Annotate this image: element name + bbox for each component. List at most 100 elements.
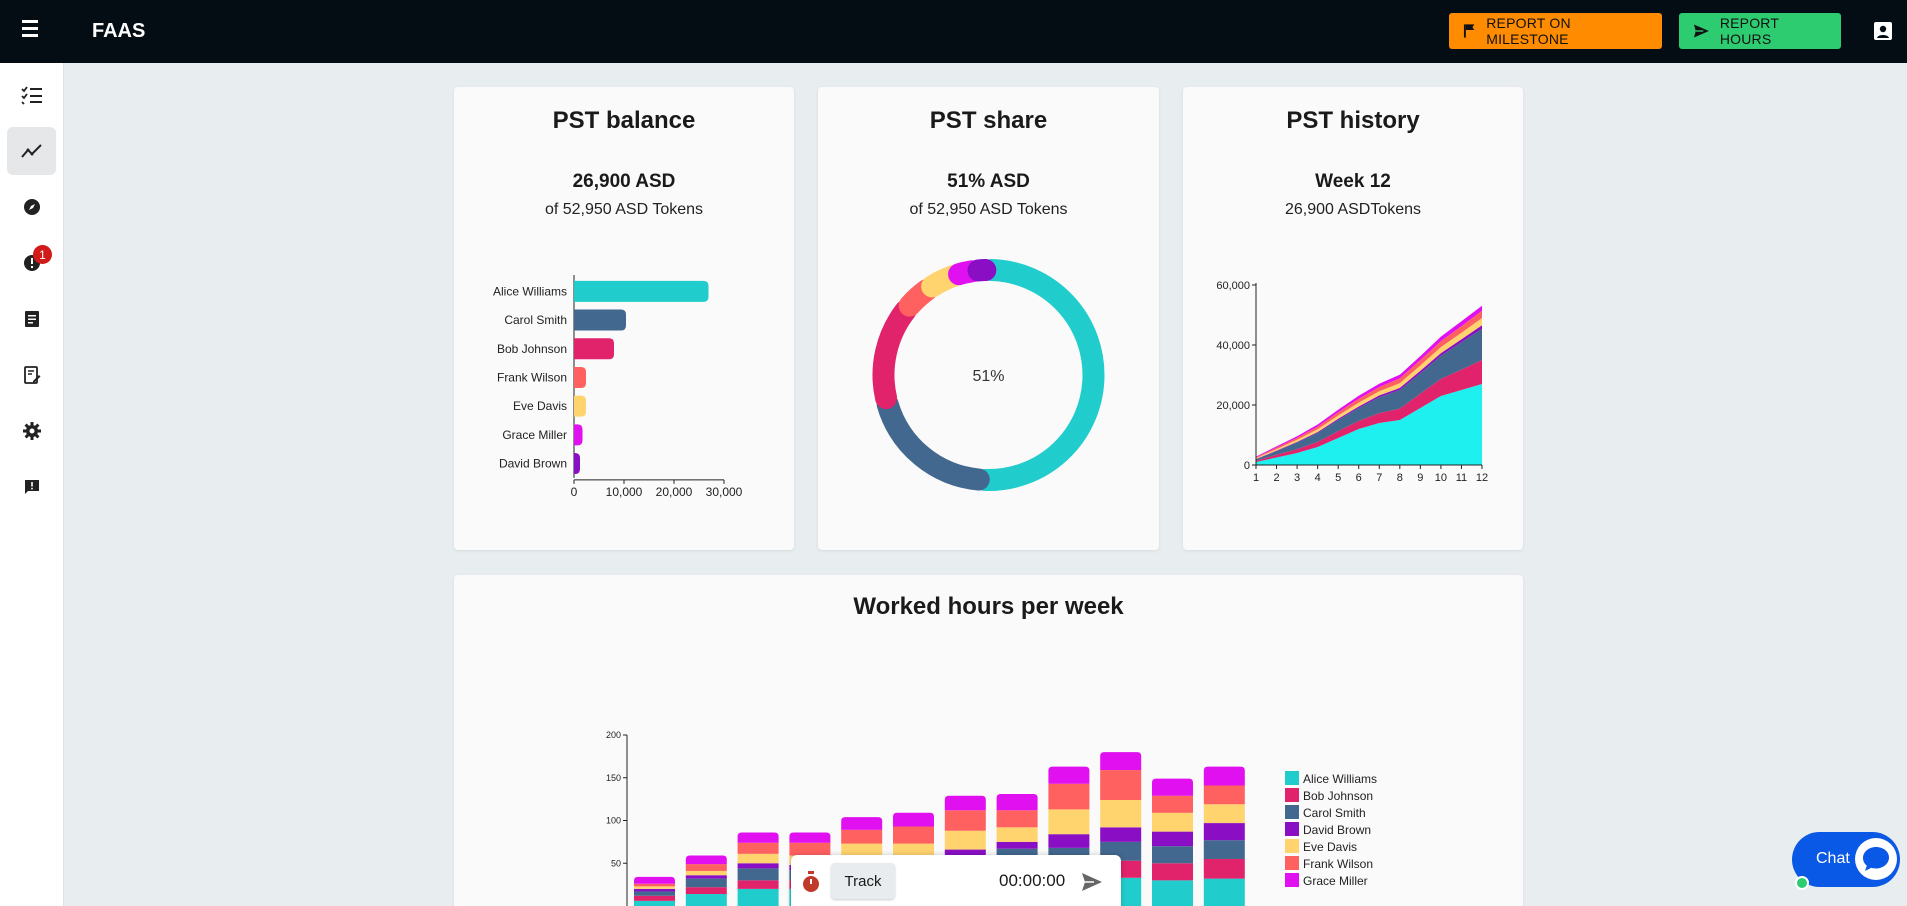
document-edit-icon — [23, 366, 40, 384]
bar — [574, 453, 580, 475]
legend-label: Eve Davis — [1303, 840, 1357, 854]
bar-segment — [1048, 809, 1090, 835]
pst-balance-card: PST balance 26,900 ASD of 52,950 ASD Tok… — [454, 87, 794, 550]
bar-segment — [789, 842, 831, 856]
bar-segment — [1203, 823, 1245, 841]
bar-segment — [1203, 840, 1245, 859]
track-button[interactable]: Track — [831, 863, 895, 899]
legend-label: Grace Miller — [1303, 874, 1368, 888]
bar-label: Bob Johnson — [497, 342, 567, 356]
pst-history-title: PST history — [1286, 107, 1420, 134]
chat-widget-button[interactable]: Chat — [1792, 832, 1900, 890]
bar-segment — [634, 888, 675, 892]
bar-segment — [996, 810, 1038, 828]
feedback-icon — [24, 480, 39, 494]
pst-share-title: PST share — [929, 107, 1048, 134]
sidebar-item-alerts[interactable]: 1 — [7, 239, 56, 287]
bar-segment — [944, 810, 986, 831]
bar-segment — [1048, 766, 1090, 784]
area-series — [1256, 384, 1482, 465]
x-tick-label: 12 — [1476, 472, 1488, 484]
bar-segment — [737, 868, 779, 881]
bar-segment — [737, 832, 779, 843]
report-milestone-button[interactable]: REPORT ON MILESTONE — [1449, 13, 1662, 49]
bar-segment — [1048, 834, 1090, 848]
legend-label: Carol Smith — [1303, 806, 1366, 820]
donut-center-label: 51% — [972, 368, 1004, 385]
legend-label: Frank Wilson — [1303, 857, 1373, 871]
bar-segment — [634, 895, 675, 901]
gear-icon — [22, 422, 41, 440]
bar-label: Frank Wilson — [497, 370, 567, 384]
bar-segment — [1100, 799, 1142, 828]
bar — [574, 338, 614, 360]
sidebar: 1 — [0, 63, 64, 906]
y-tick-label: 200 — [606, 730, 621, 740]
report-hours-button[interactable]: REPORT HOURS — [1679, 13, 1841, 49]
legend-label: David Brown — [1303, 823, 1371, 837]
bar — [574, 280, 709, 302]
legend-label: Alice Williams — [1303, 772, 1377, 786]
hamburger-menu-icon[interactable] — [22, 20, 42, 40]
y-tick-label: 100 — [606, 816, 621, 826]
donut-slice — [974, 259, 1105, 491]
bar-segment — [996, 841, 1038, 849]
bar-label: Eve Davis — [513, 399, 567, 413]
app-brand[interactable]: FAAS — [92, 20, 146, 42]
report-milestone-label: REPORT ON MILESTONE — [1486, 15, 1571, 47]
bar-label: Grace Miller — [502, 428, 567, 442]
sidebar-item-documents[interactable] — [7, 351, 56, 399]
bar-segment — [944, 795, 986, 811]
sidebar-item-feedback[interactable] — [7, 463, 56, 511]
trending-icon — [20, 144, 42, 158]
y-tick-label: 0 — [1244, 460, 1250, 472]
bar-segment — [1152, 880, 1193, 906]
bar-segment — [1203, 785, 1245, 805]
x-tick-label: 10 — [1435, 472, 1447, 484]
bar-segment — [1048, 783, 1090, 810]
x-tick-label: 5 — [1335, 472, 1341, 484]
bar-segment — [893, 843, 934, 856]
bar-segment — [1100, 752, 1142, 771]
pst-share-card: PST share 51% ASD of 52,950 ASD Tokens 5… — [818, 87, 1159, 550]
y-tick-label: 60,000 — [1216, 280, 1250, 292]
pst-balance-subtitle: of 52,950 ASD Tokens — [544, 201, 704, 218]
sidebar-item-analytics[interactable] — [7, 127, 56, 175]
bar — [574, 309, 626, 331]
bar-segment — [893, 812, 934, 827]
bar-segment — [634, 891, 675, 896]
legend-label: Bob Johnson — [1303, 789, 1373, 803]
legend-swatch — [1285, 805, 1299, 819]
timer-display: 00:00:00 — [999, 871, 1066, 890]
sidebar-item-tasks[interactable] — [7, 71, 56, 119]
pst-share-donut-chart: 51% — [872, 259, 1105, 491]
sidebar-item-settings[interactable] — [7, 407, 56, 455]
bar-segment — [996, 827, 1038, 842]
bar-segment — [685, 870, 727, 876]
bar-segment — [737, 863, 779, 869]
x-tick-label: 3 — [1294, 472, 1300, 484]
bar-segment — [1203, 766, 1245, 786]
bar-label: David Brown — [499, 457, 567, 471]
time-tracker: Track 00:00:00 — [791, 855, 1121, 906]
send-icon[interactable] — [1081, 872, 1103, 892]
report-hours-label: REPORT HOURS — [1719, 15, 1779, 47]
top-bar: FAAS REPORT ON MILESTONE REPORT HOURS — [0, 0, 1907, 63]
bar-segment — [737, 880, 779, 889]
legend-swatch — [1285, 771, 1299, 785]
bar-segment — [1203, 858, 1245, 879]
bar-segment — [1100, 770, 1142, 800]
pst-share-subtitle: of 52,950 ASD Tokens — [909, 201, 1068, 218]
bar-segment — [685, 864, 727, 871]
x-tick-label: 4 — [1315, 472, 1321, 484]
pst-history-card: PST history Week 12 26,900 ASDTokens 0 20… — [1183, 87, 1523, 550]
sidebar-item-reports[interactable] — [7, 295, 56, 343]
x-tick-label: 7 — [1376, 472, 1382, 484]
bar-label: Carol Smith — [504, 313, 567, 327]
account-icon[interactable] — [1873, 21, 1893, 41]
checklist-icon — [20, 86, 42, 105]
bar-segment — [685, 878, 727, 888]
bar-segment — [1203, 804, 1245, 824]
sidebar-item-explore[interactable] — [7, 183, 56, 231]
